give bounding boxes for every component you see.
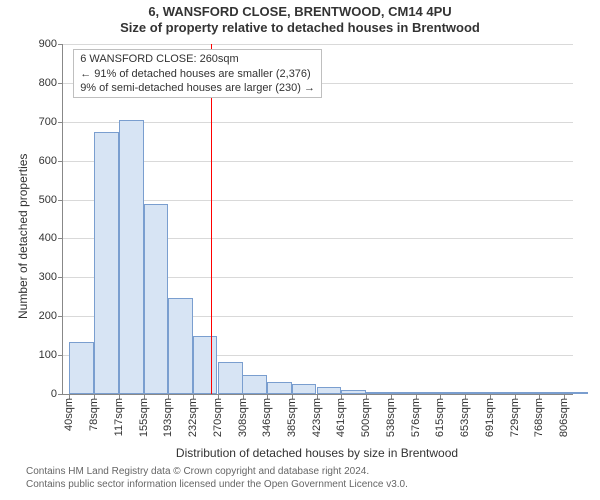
title-block: 6, WANSFORD CLOSE, BRENTWOOD, CM14 4PU S…: [0, 0, 600, 37]
histogram-bar: [94, 132, 119, 395]
xtick-label: 729sqm: [509, 398, 521, 437]
ytick-label: 500: [39, 194, 63, 206]
attribution-line-1: Contains HM Land Registry data © Crown c…: [26, 466, 600, 479]
ytick-label: 100: [39, 349, 63, 361]
histogram-bar: [390, 392, 415, 394]
figure: 6, WANSFORD CLOSE, BRENTWOOD, CM14 4PU S…: [0, 0, 600, 500]
ytick-label: 400: [39, 232, 63, 244]
xtick-label: 346sqm: [261, 398, 273, 437]
histogram-bar: [292, 384, 317, 394]
xtick-label: 423sqm: [311, 398, 323, 437]
histogram-bar: [193, 336, 218, 394]
xtick-label: 461sqm: [335, 398, 347, 437]
y-axis-label: Number of detached properties: [16, 154, 30, 319]
histogram-bar: [366, 392, 391, 394]
attribution: Contains HM Land Registry data © Crown c…: [0, 466, 600, 491]
histogram-bar: [119, 120, 144, 394]
xtick-label: 270sqm: [212, 398, 224, 437]
histogram-bar: [218, 362, 243, 394]
xtick-label: 615sqm: [434, 398, 446, 437]
annotation-line-2: ← 91% of detached houses are smaller (2,…: [80, 67, 315, 81]
xtick-label: 308sqm: [237, 398, 249, 437]
xtick-label: 691sqm: [484, 398, 496, 437]
xtick-label: 500sqm: [360, 398, 372, 437]
histogram-bar: [69, 342, 94, 395]
annotation-line-1: 6 WANSFORD CLOSE: 260sqm: [80, 52, 315, 66]
ytick-label: 700: [39, 116, 63, 128]
x-axis-label: Distribution of detached houses by size …: [62, 446, 572, 460]
histogram-bar: [415, 392, 440, 394]
ytick-label: 900: [39, 38, 63, 50]
histogram-bar: [489, 392, 514, 394]
xtick-label: 385sqm: [286, 398, 298, 437]
xtick-label: 78sqm: [88, 398, 100, 431]
histogram-bar: [563, 392, 588, 394]
title-line-1: 6, WANSFORD CLOSE, BRENTWOOD, CM14 4PU: [0, 4, 600, 20]
title-line-2: Size of property relative to detached ho…: [0, 20, 600, 36]
annotation-box: 6 WANSFORD CLOSE: 260sqm← 91% of detache…: [73, 49, 322, 98]
attribution-line-2: Contains public sector information licen…: [26, 479, 600, 492]
xtick-label: 576sqm: [410, 398, 422, 437]
ytick-label: 200: [39, 310, 63, 322]
histogram-bar: [341, 390, 366, 394]
xtick-label: 538sqm: [385, 398, 397, 437]
histogram-bar: [267, 382, 292, 394]
xtick-label: 806sqm: [558, 398, 570, 437]
histogram-bar: [168, 298, 193, 394]
xtick-label: 768sqm: [533, 398, 545, 437]
xtick-label: 193sqm: [162, 398, 174, 437]
xtick-label: 40sqm: [63, 398, 75, 431]
histogram-bar: [465, 392, 490, 394]
histogram-bar: [317, 387, 342, 394]
histogram-bar: [539, 392, 564, 394]
histogram-bar: [144, 204, 169, 394]
ytick-label: 600: [39, 155, 63, 167]
xtick-label: 117sqm: [113, 398, 125, 436]
histogram-bar: [242, 375, 267, 394]
ytick-label: 300: [39, 271, 63, 283]
chart-area: 010020030040050060070080090040sqm78sqm11…: [62, 44, 573, 395]
annotation-line-3: 9% of semi-detached houses are larger (2…: [80, 81, 315, 95]
ytick-label: 800: [39, 77, 63, 89]
ytick-label: 0: [51, 388, 63, 400]
histogram-bar: [514, 392, 539, 394]
histogram-bar: [440, 392, 465, 394]
xtick-label: 653sqm: [459, 398, 471, 437]
xtick-label: 232sqm: [187, 398, 199, 437]
gridline: [63, 44, 573, 45]
xtick-label: 155sqm: [138, 398, 150, 437]
